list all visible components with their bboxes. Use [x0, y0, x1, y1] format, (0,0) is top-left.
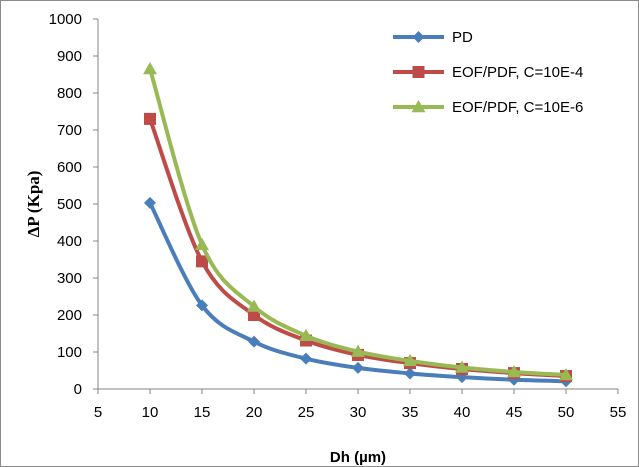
legend: PD EOF/PDF, C=10E-4 EOF/PDF, C=10E-6: [393, 29, 583, 116]
x-tick-label: 40: [454, 404, 471, 421]
x-tick-label: 20: [246, 404, 263, 421]
series-2: [143, 61, 573, 381]
data-point: [144, 196, 156, 209]
data-point: [300, 352, 312, 365]
y-tick-label: 0: [74, 381, 82, 398]
x-tick-label: 15: [194, 404, 211, 421]
data-point: [352, 361, 364, 374]
x-tick-label: 5: [94, 404, 102, 421]
legend-swatch-marker: [411, 100, 426, 113]
y-tick-label: 400: [57, 233, 82, 250]
legend-label: PD: [452, 29, 473, 46]
data-point: [351, 344, 365, 357]
series-layer: [143, 61, 573, 388]
y-tick-label: 800: [57, 85, 82, 102]
series-0: [144, 196, 572, 388]
data-point: [143, 61, 157, 75]
y-tick-label: 1000: [49, 11, 82, 28]
x-tick-label: 45: [506, 404, 523, 421]
y-tick-label: 100: [57, 344, 82, 361]
y-tick-label: 200: [57, 307, 82, 324]
data-point: [403, 353, 417, 367]
data-point: [195, 237, 209, 250]
x-axis-ticks: 5 10 15 20 25 30 35 40 45 50 55: [94, 389, 627, 421]
legend-swatch-marker: [412, 66, 425, 78]
x-tick-label: 35: [402, 404, 419, 421]
x-tick-label: 50: [558, 404, 575, 421]
data-point: [455, 360, 469, 373]
data-point: [507, 364, 521, 378]
data-point: [144, 112, 156, 125]
legend-label: EOF/PDF, C=10E-6: [452, 99, 583, 116]
legend-entry: PD: [393, 29, 473, 46]
data-point: [404, 367, 416, 380]
y-tick-label: 700: [57, 122, 82, 139]
y-tick-label: 900: [57, 48, 82, 65]
legend-swatch-marker: [412, 31, 425, 43]
data-point: [196, 299, 208, 312]
data-point: [248, 309, 260, 321]
data-point: [559, 367, 573, 381]
x-tick-label: 10: [142, 404, 159, 421]
data-point: [299, 328, 313, 341]
y-tick-label: 300: [57, 270, 82, 287]
x-axis-title: Dh (µm): [330, 449, 386, 466]
series-line: [148, 116, 568, 379]
data-point: [196, 255, 208, 268]
legend-label: EOF/PDF, C=10E-4: [452, 64, 583, 81]
legend-entry: EOF/PDF, C=10E-6: [393, 99, 583, 116]
x-tick-label: 30: [350, 404, 367, 421]
x-tick-label: 25: [298, 404, 315, 421]
x-tick-label: 55: [610, 404, 627, 421]
y-axis-title: ΔP (Kpa): [24, 171, 43, 238]
legend-entry: EOF/PDF, C=10E-4: [393, 64, 583, 81]
data-point: [248, 335, 260, 348]
series-1: [144, 112, 572, 383]
data-point: [247, 299, 261, 312]
y-tick-label: 500: [57, 196, 82, 213]
y-axis-ticks: 0 100 200 300 400 500 600 700 800 900 1000: [49, 11, 98, 398]
y-tick-label: 600: [57, 159, 82, 176]
